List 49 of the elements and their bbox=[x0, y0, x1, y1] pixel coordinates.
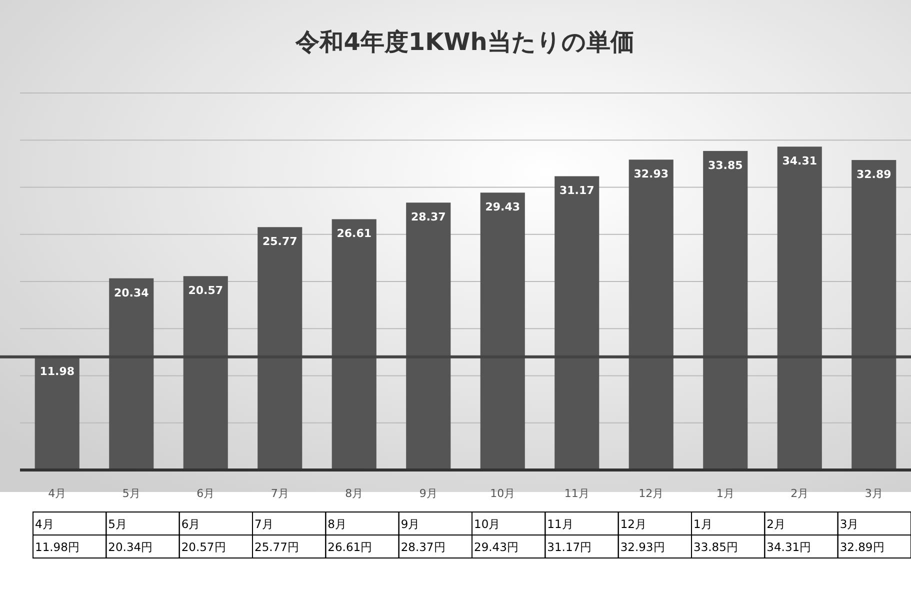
category-label: 6月 bbox=[181, 517, 201, 531]
category-label: 10月 bbox=[474, 517, 501, 531]
x-tick-label: 2月 bbox=[790, 487, 809, 500]
category-label: 4月 bbox=[35, 517, 54, 531]
text: 26.61円 bbox=[328, 540, 373, 554]
data-label: 28.37 bbox=[410, 210, 446, 224]
x-tick-label: 3月 bbox=[864, 487, 883, 500]
data-label: 25.77 bbox=[262, 235, 298, 248]
category-label: 8月 bbox=[328, 517, 347, 531]
data-label: 20.34 bbox=[114, 286, 150, 300]
category-label: 9月 bbox=[400, 517, 420, 531]
category-label: 11月 bbox=[547, 517, 574, 531]
data-label: 20.57 bbox=[188, 284, 224, 298]
category-label: 7月 bbox=[254, 517, 274, 531]
x-tick-label: 10月 bbox=[490, 487, 516, 500]
data-label: 32.93 bbox=[634, 168, 669, 181]
x-tick-label: 1月 bbox=[716, 487, 734, 500]
data-label: 33.85 bbox=[708, 158, 743, 172]
text: 25.77円 bbox=[254, 540, 300, 554]
category-label: 12月 bbox=[620, 517, 647, 531]
text: 11.98円 bbox=[35, 540, 80, 554]
text: 28.37円 bbox=[400, 540, 446, 554]
x-tick-label: 11月 bbox=[564, 487, 590, 500]
text: 20.34円 bbox=[108, 540, 154, 554]
x-tick-label: 9月 bbox=[419, 487, 438, 500]
data-label: 32.89 bbox=[856, 168, 892, 182]
text: 32.93円 bbox=[620, 540, 666, 554]
text: 33.85円 bbox=[694, 540, 738, 554]
category-label: 1月 bbox=[694, 517, 713, 531]
category-label: 3月 bbox=[840, 517, 860, 531]
text: 20.57円 bbox=[181, 540, 226, 554]
data-label: 26.61 bbox=[336, 227, 372, 240]
x-tick-label: 6月 bbox=[196, 487, 215, 500]
category-label: 5月 bbox=[108, 517, 128, 531]
text: 32.89円 bbox=[840, 540, 885, 554]
x-tick-label: 7月 bbox=[270, 487, 289, 500]
data-label: 11.98 bbox=[40, 365, 75, 378]
data-label: 31.17 bbox=[559, 184, 594, 198]
category-label: 2月 bbox=[766, 517, 786, 531]
x-tick-label: 5月 bbox=[122, 487, 140, 500]
text: 34.31円 bbox=[766, 540, 812, 554]
text: 31.17円 bbox=[547, 540, 592, 554]
data-label: 34.31 bbox=[782, 154, 818, 168]
text: 29.43円 bbox=[474, 540, 519, 554]
chart-title: 令和4年度1KWh当たりの単価 bbox=[294, 28, 634, 56]
data-label: 29.43 bbox=[485, 200, 520, 214]
x-tick-label: 12月 bbox=[638, 487, 664, 500]
x-tick-label: 8月 bbox=[345, 487, 364, 500]
x-tick-label: 4月 bbox=[48, 487, 66, 500]
